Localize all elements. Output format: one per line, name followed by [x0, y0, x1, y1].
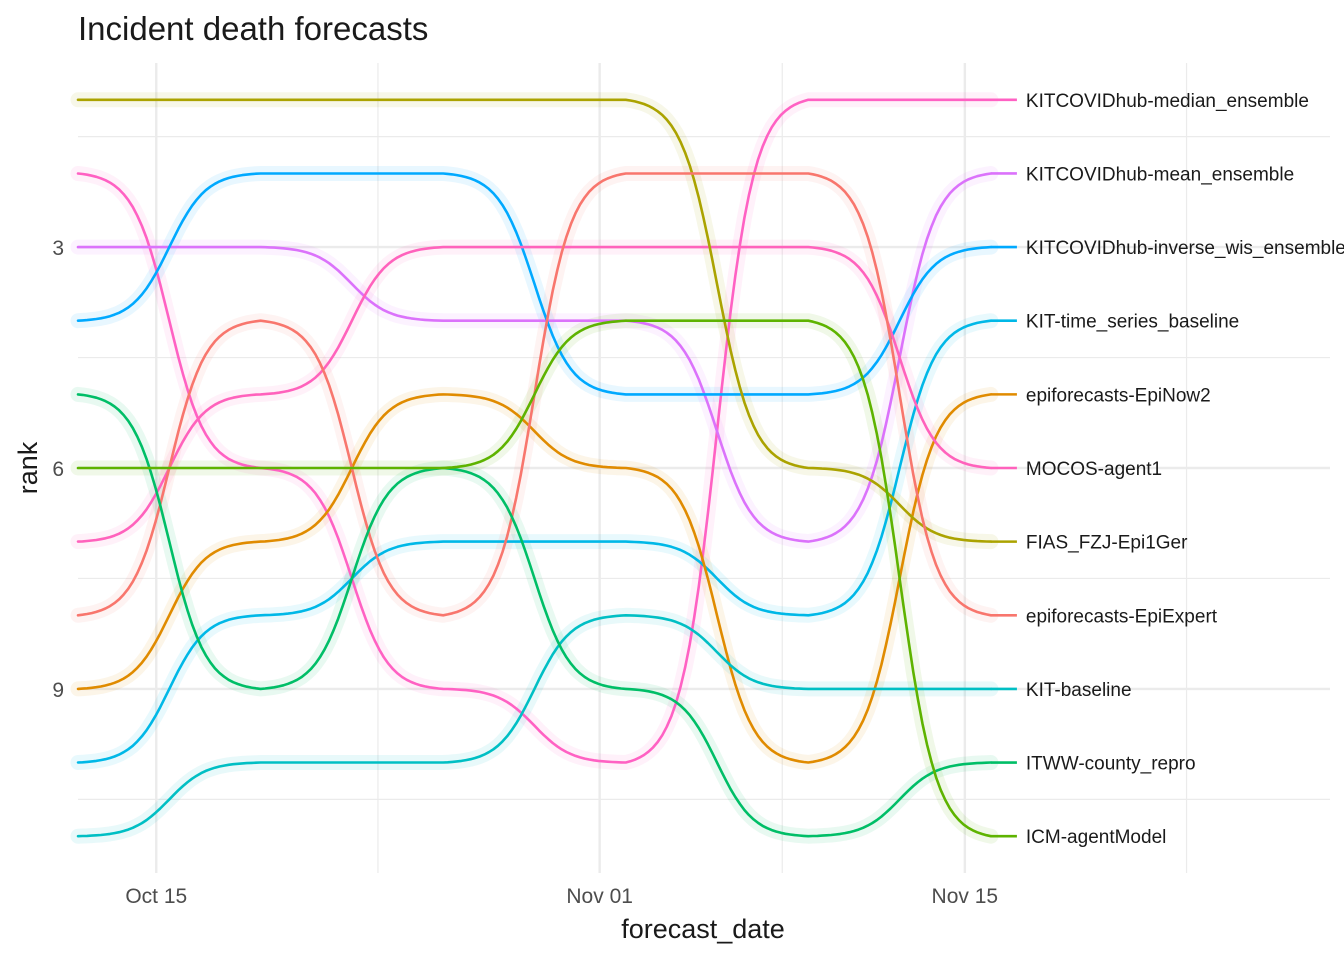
series-line — [76, 393, 993, 764]
series-label: KITCOVIDhub-median_ensemble — [1026, 91, 1309, 112]
y-tick-label: 3 — [52, 237, 64, 260]
series-line — [76, 245, 993, 543]
x-axis-title: forecast_date — [621, 914, 785, 944]
series-label: epiforecasts-EpiNow2 — [1026, 385, 1211, 406]
series-labels: KITCOVIDhub-median_ensemble KITCOVIDhub-m… — [990, 91, 1344, 848]
series-line — [76, 393, 993, 838]
series-label: MOCOS-agent1 — [1026, 459, 1162, 480]
series-line — [76, 319, 993, 764]
x-tick-label: Nov 15 — [932, 885, 999, 908]
series-line — [76, 319, 993, 838]
x-tick-label: Oct 15 — [125, 885, 187, 908]
series-label: KIT-baseline — [1026, 680, 1132, 701]
series-label: KITCOVIDhub-mean_ensemble — [1026, 164, 1294, 185]
series-line — [76, 614, 993, 838]
axes: 3 6 9 Oct 15 Nov 01 Nov 15 — [52, 237, 998, 908]
y-axis-title: rank — [13, 441, 43, 494]
chart-title: Incident death forecasts — [78, 10, 428, 47]
x-tick-label: Nov 01 — [566, 885, 633, 908]
series-line — [76, 172, 993, 396]
y-tick-label: 9 — [52, 679, 64, 702]
series-lines — [70, 92, 999, 844]
series-line — [76, 98, 993, 543]
series-label: ITWW-county_repro — [1026, 754, 1196, 775]
series-label: epiforecasts-EpiExpert — [1026, 606, 1218, 627]
series-label: FIAS_FZJ-Epi1Ger — [1026, 533, 1188, 554]
series-label: KIT-time_series_baseline — [1026, 312, 1239, 333]
series-label: ICM-agentModel — [1026, 827, 1166, 848]
series-label: KITCOVIDhub-inverse_wis_ensemble — [1026, 238, 1344, 259]
series-line — [76, 98, 993, 764]
y-tick-label: 6 — [52, 458, 64, 481]
series-line — [76, 172, 993, 543]
